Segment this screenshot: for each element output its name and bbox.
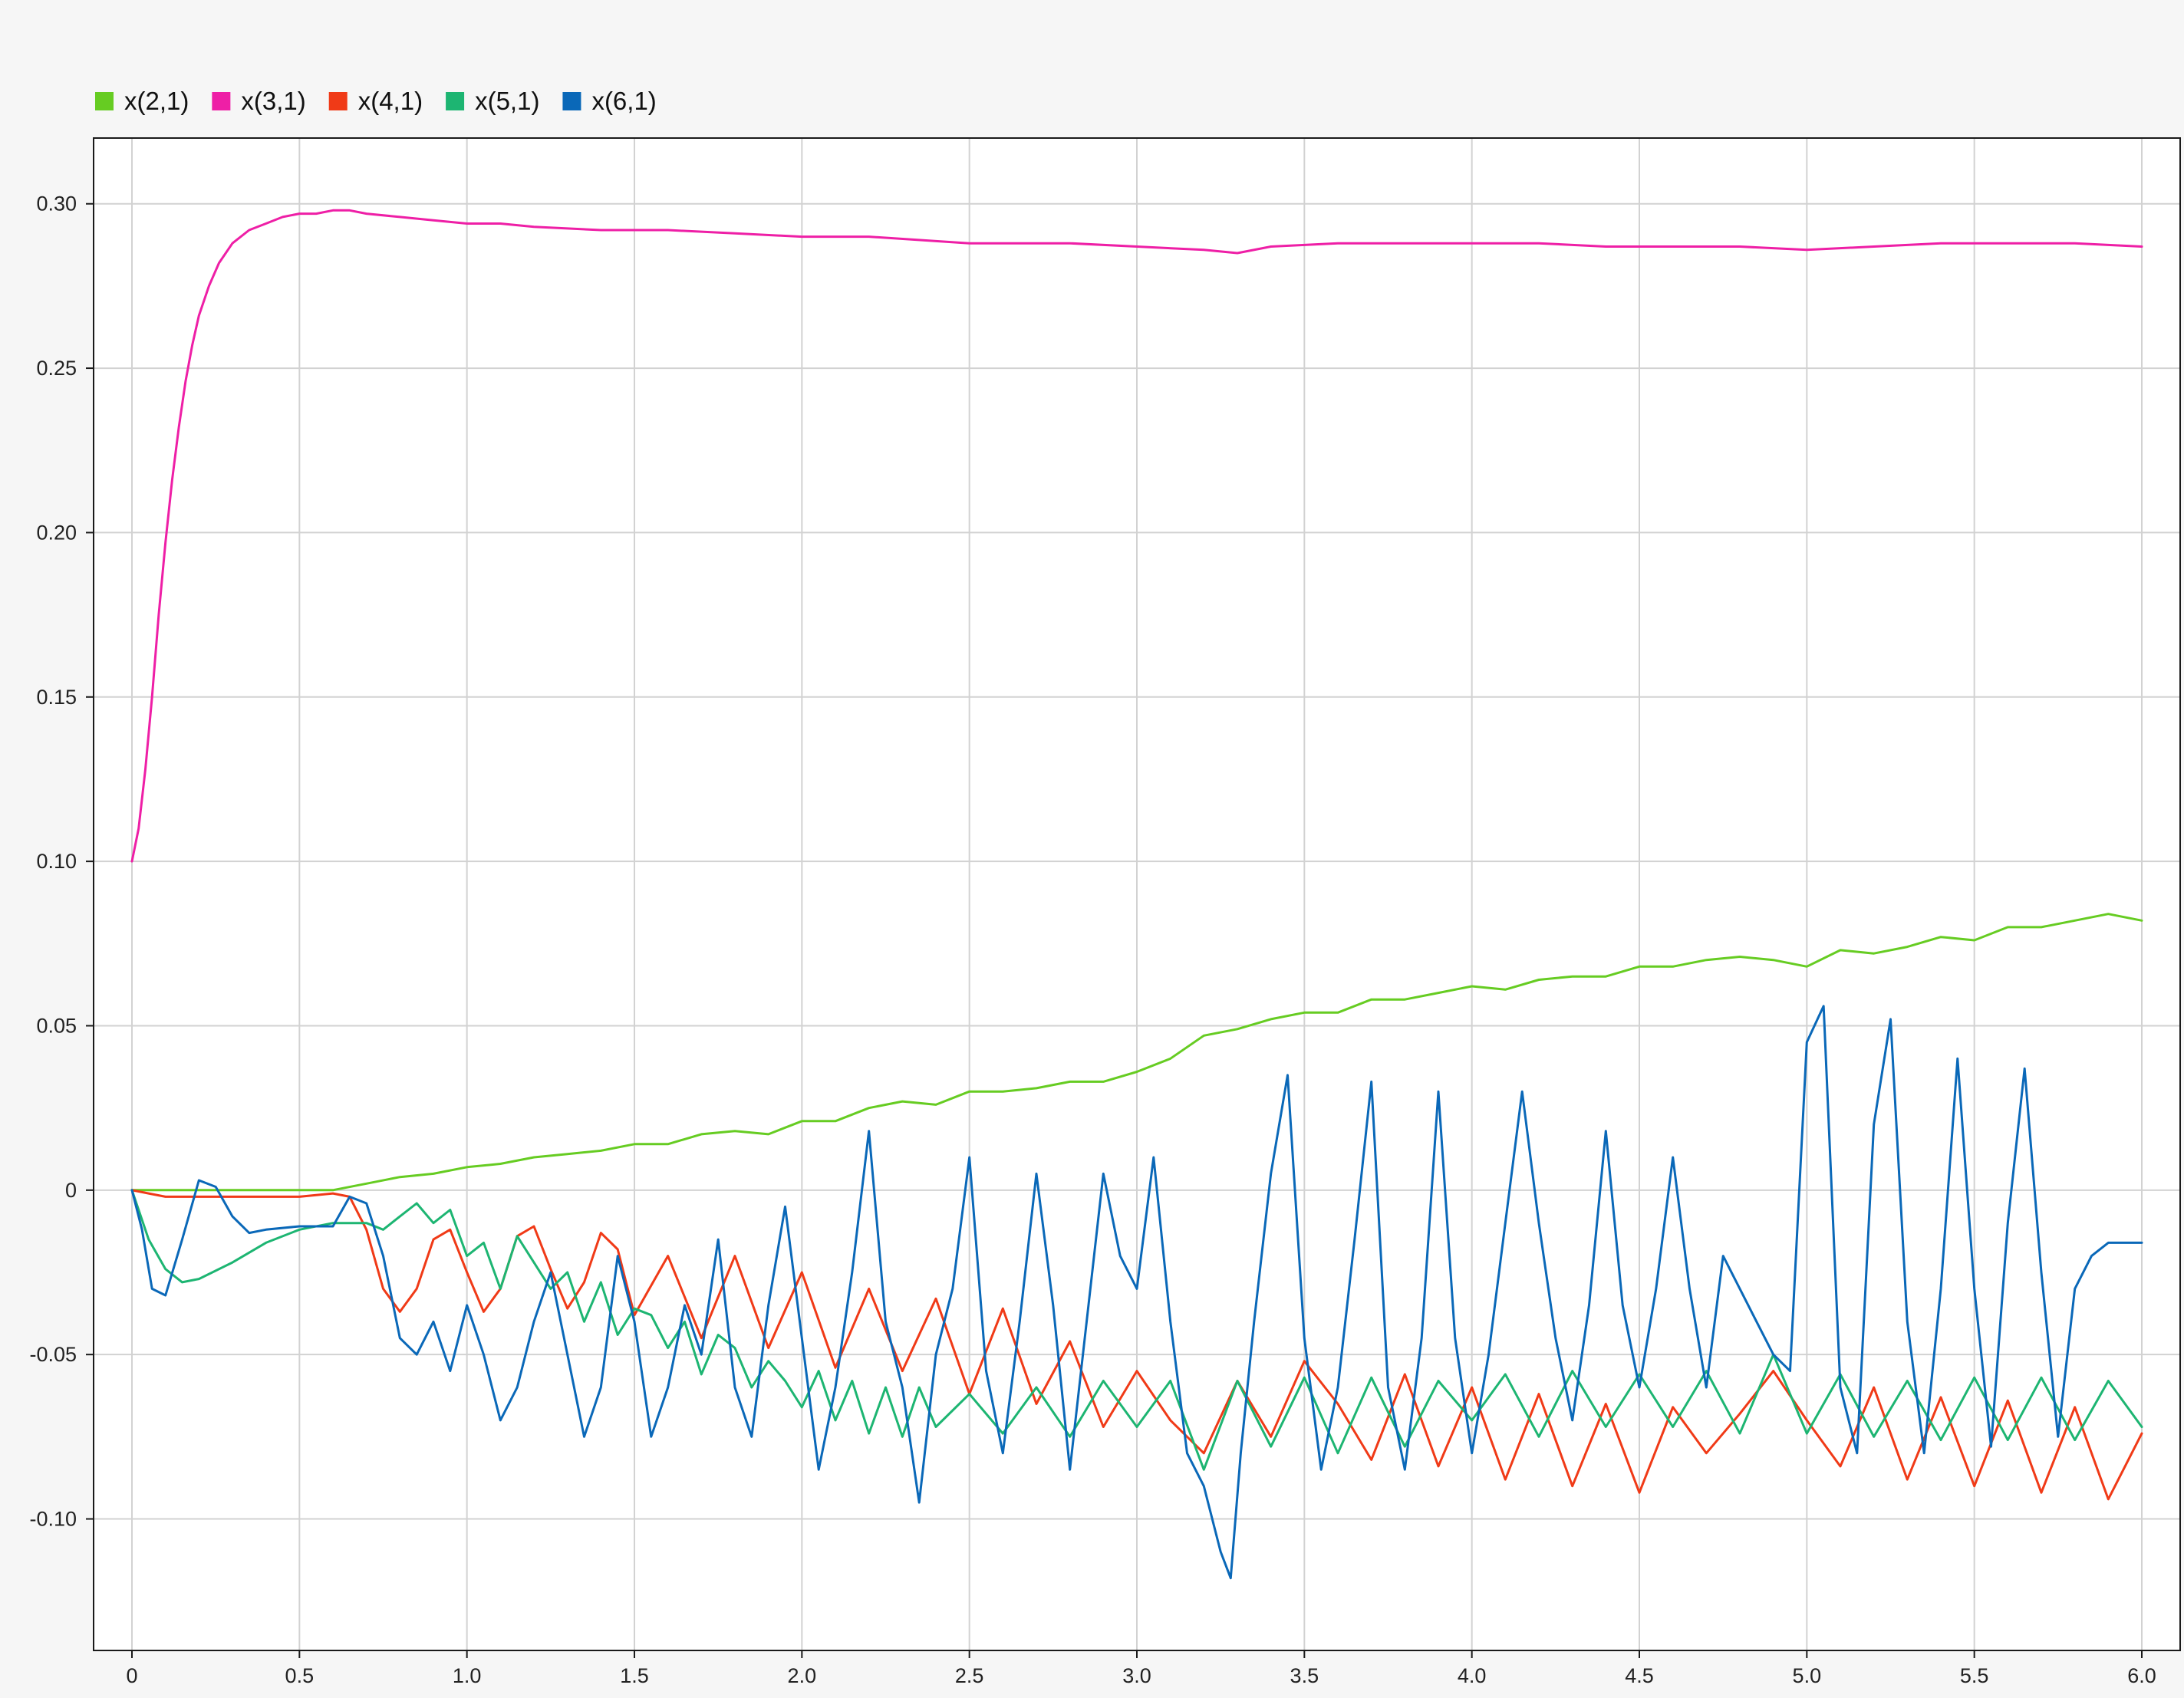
legend-swatch	[328, 92, 348, 110]
x-axis: 0 0.5 1.0 1.5 2.0 2.5 3.0 3.5 4.0 4.5 5.0 5.5 6.0	[126, 1650, 2156, 1687]
x-tick-label: 1.5	[620, 1664, 649, 1687]
x-tick-label: 4.5	[1625, 1664, 1654, 1687]
x-tick-label: 6.0	[2127, 1664, 2156, 1687]
legend-entry-label: x(4,1)	[358, 87, 423, 115]
x-tick-label: 4.0	[1458, 1664, 1487, 1687]
x-tick-label: 3.5	[1290, 1664, 1319, 1687]
series-lines	[130, 209, 2143, 1580]
series-line-x-6-1	[130, 1005, 2143, 1580]
y-tick-label: 0.20	[36, 521, 77, 544]
y-tick-label: -0.10	[29, 1508, 77, 1531]
x-tick-label: 0.5	[285, 1664, 315, 1687]
y-tick-label: -0.05	[29, 1343, 77, 1366]
y-tick-label: 0.25	[36, 357, 77, 380]
y-axis: -0.10 -0.05 0 0.05 0.10 0.15 0.20 0.25 0.30	[29, 193, 94, 1531]
x-tick-label: 5.5	[1960, 1664, 1989, 1687]
grid	[94, 138, 2180, 1650]
legend-entry-label: x(3,1)	[241, 87, 305, 115]
legend: x(2,1) x(3,1) x(4,1) x(5,1) x(6,1)	[95, 87, 657, 115]
x-tick-label: 2.0	[788, 1664, 817, 1687]
legend-entry-label: x(2,1)	[124, 87, 189, 115]
x-tick-label: 1.0	[453, 1664, 482, 1687]
y-tick-label: 0	[65, 1179, 77, 1202]
x-tick-label: 0	[126, 1664, 137, 1687]
x-tick-label: 2.5	[955, 1664, 984, 1687]
y-tick-label: 0.30	[36, 193, 77, 216]
series-line-x-2-1	[130, 913, 2143, 1192]
series-line-x-3-1	[130, 209, 2143, 863]
legend-swatch	[562, 92, 581, 110]
y-tick-label: 0.05	[36, 1014, 77, 1037]
legend-entry-label: x(5,1)	[475, 87, 539, 115]
y-tick-label: 0.10	[36, 850, 77, 873]
series-line-x-5-1	[130, 1189, 2143, 1471]
y-tick-label: 0.15	[36, 686, 77, 709]
legend-swatch	[446, 92, 465, 110]
legend-swatch	[95, 92, 114, 110]
x-tick-label: 5.0	[1793, 1664, 1822, 1687]
legend-swatch	[212, 92, 231, 110]
legend-entry-label: x(6,1)	[591, 87, 656, 115]
x-tick-label: 3.0	[1122, 1664, 1151, 1687]
